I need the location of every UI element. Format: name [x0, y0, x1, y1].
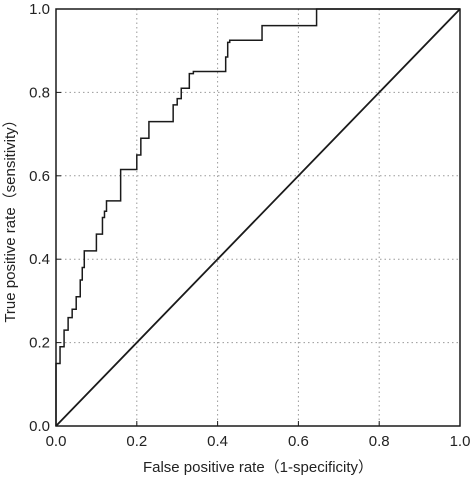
y-axis-label: True positive rate（sensitivity）	[2, 112, 19, 322]
y-tick-label: 0.0	[29, 418, 50, 435]
plot-frame	[55, 8, 461, 427]
x-tick-label: 0.2	[126, 433, 147, 450]
x-tick-label: 0.6	[288, 433, 309, 450]
y-tick-label: 1.0	[29, 1, 50, 18]
x-axis-label: False positive rate（1-specificity）	[143, 459, 373, 476]
x-tick-label: 1.0	[450, 433, 471, 450]
x-tick-label: 0.8	[369, 433, 390, 450]
roc-curve	[55, 8, 460, 426]
y-tick-label: 0.6	[29, 168, 50, 185]
y-tick-label: 0.2	[29, 335, 50, 352]
x-tick-label: 0.4	[207, 433, 228, 450]
y-tick-label: 0.8	[29, 84, 50, 101]
y-tick-label: 0.4	[29, 251, 50, 268]
series-layer	[55, 8, 461, 427]
x-tick-label: 0.0	[46, 433, 67, 450]
reference-diagonal-line	[55, 8, 461, 427]
y-axis-ticks: 0.0 0.2 0.4 0.6 0.8 1.0	[29, 1, 61, 435]
grid-lines	[56, 9, 460, 426]
x-axis-ticks: 0.0 0.2 0.4 0.6 0.8 1.0	[46, 421, 471, 450]
